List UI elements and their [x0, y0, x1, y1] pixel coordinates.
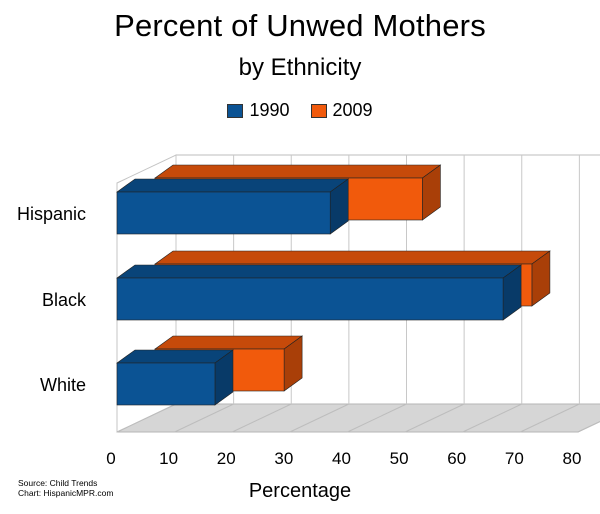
bar-chart: 0 10 20 30 40 50 60 70 80 Hispanic Black White — [0, 0, 600, 514]
x-tick-label: 60 — [447, 449, 466, 468]
x-tick-label: 70 — [505, 449, 524, 468]
bar-2009-black-top — [155, 251, 550, 264]
chart-credit-line: Chart: HispanicMPR.com — [18, 488, 113, 498]
x-tick-label: 10 — [159, 449, 178, 468]
x-tick-label: 30 — [274, 449, 293, 468]
category-label: Hispanic — [17, 204, 86, 224]
bar-1990-hispanic — [117, 192, 330, 234]
x-tick-label: 20 — [217, 449, 236, 468]
x-tick-label: 80 — [563, 449, 582, 468]
bar-1990-white — [117, 363, 215, 405]
bar-1990-hispanic-top — [117, 179, 348, 192]
source-note: Source: Child Trends Chart: HispanicMPR.… — [18, 478, 113, 498]
x-tick-label: 0 — [106, 449, 115, 468]
bar-1990-white-top — [117, 350, 233, 363]
bar-1990-black-top — [117, 265, 521, 278]
x-tick-label: 50 — [390, 449, 409, 468]
category-label: White — [40, 375, 86, 395]
source-line: Source: Child Trends — [18, 478, 113, 488]
bar-1990-black — [117, 278, 503, 320]
bar-2009-white-top — [155, 336, 302, 349]
category-label: Black — [42, 290, 87, 310]
floor — [117, 404, 600, 432]
bar-2009-hispanic-top — [155, 165, 440, 178]
x-tick-label: 40 — [332, 449, 351, 468]
